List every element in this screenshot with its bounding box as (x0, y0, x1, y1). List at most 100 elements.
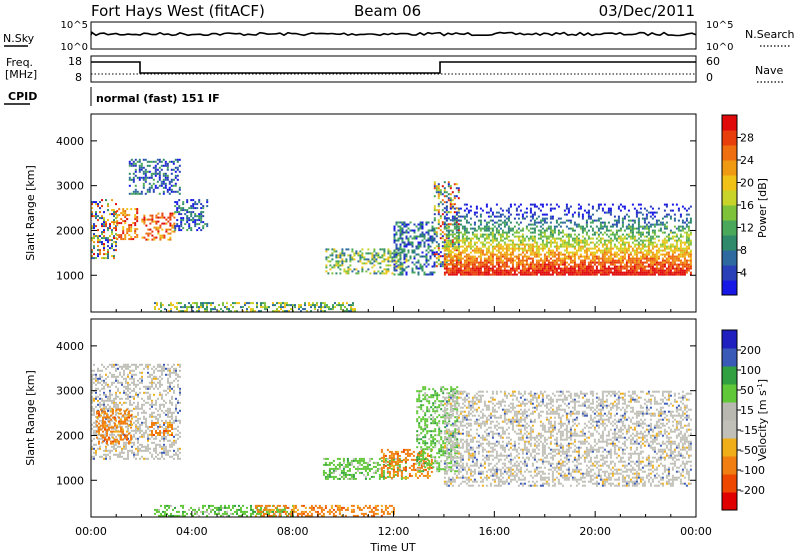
data-cell (139, 425, 141, 428)
data-cell (651, 265, 654, 268)
data-cell (415, 253, 418, 256)
data-cell (379, 262, 382, 265)
data-cell (673, 259, 676, 262)
data-cell (627, 273, 630, 276)
data-cell (549, 225, 552, 228)
data-cell (131, 451, 133, 454)
data-cell (115, 409, 117, 412)
data-cell (149, 222, 152, 225)
data-cell (495, 273, 498, 276)
data-cell (459, 215, 462, 218)
data-cell (477, 273, 480, 276)
data-cell (627, 233, 630, 236)
data-cell (180, 306, 182, 309)
data-cell (689, 263, 692, 266)
data-cell (457, 219, 460, 222)
data-cell (149, 381, 151, 384)
data-cell (617, 219, 620, 222)
data-cell (543, 213, 546, 216)
data-cell (645, 231, 648, 234)
data-cell (495, 203, 498, 206)
data-cell (455, 271, 458, 274)
data-cell (154, 302, 156, 305)
data-cell (113, 221, 115, 224)
data-cell (393, 235, 396, 238)
data-cell (115, 249, 117, 252)
data-cell (111, 431, 113, 434)
data-cell (609, 207, 612, 210)
data-cell (147, 387, 149, 390)
data-cell (184, 304, 186, 307)
data-cell (417, 245, 420, 248)
data-cell (149, 373, 151, 376)
data-cell (105, 225, 107, 228)
data-cell (497, 255, 500, 258)
data-cell (491, 259, 494, 262)
data-cell (308, 304, 310, 307)
data-cell (557, 247, 560, 250)
data-cell (119, 381, 121, 384)
data-cell (429, 239, 432, 242)
data-cell (503, 237, 506, 240)
data-cell (575, 243, 578, 246)
data-cell (687, 255, 690, 258)
data-cell (151, 401, 153, 404)
data-cell (551, 259, 554, 262)
data-cell (479, 213, 482, 216)
data-cell (601, 267, 604, 270)
data-cell (491, 211, 494, 214)
data-cell (161, 236, 164, 239)
data-cell (192, 310, 194, 313)
data-cell (573, 253, 576, 256)
data-cell (159, 216, 162, 219)
data-cell (103, 393, 105, 396)
data-cell (535, 243, 538, 246)
data-cell (499, 245, 502, 248)
data-cell (641, 243, 644, 246)
data-cell (645, 261, 648, 264)
data-cell (461, 257, 464, 260)
data-cell (521, 247, 524, 250)
data-cell (127, 453, 129, 456)
data-cell (138, 178, 141, 181)
data-cell (681, 255, 684, 258)
data-cell (437, 253, 440, 256)
data-cell (393, 253, 396, 256)
data-cell (561, 229, 564, 232)
data-cell (443, 225, 446, 228)
data-cell (352, 302, 354, 305)
data-cell (473, 211, 476, 214)
data-cell (439, 255, 442, 258)
data-cell (605, 225, 608, 228)
data-cell (535, 205, 538, 208)
data-cell (651, 267, 654, 270)
data-cell (543, 269, 546, 272)
data-cell (591, 237, 594, 240)
data-cell (517, 267, 520, 270)
data-cell (637, 219, 640, 222)
data-cell (523, 249, 526, 252)
data-cell (543, 273, 546, 276)
data-cell (155, 455, 157, 458)
data-cell (435, 233, 438, 236)
data-cell (152, 160, 155, 163)
data-cell (119, 453, 121, 456)
data-cell (91, 251, 93, 254)
data-cell (601, 271, 604, 274)
data-cell (166, 164, 169, 167)
data-cell (483, 263, 486, 266)
data-cell (625, 263, 628, 266)
data-cell (113, 381, 115, 384)
data-cell (465, 267, 468, 270)
data-cell (314, 308, 316, 311)
data-cell (541, 265, 544, 268)
data-cell (224, 306, 226, 309)
data-cell (101, 233, 103, 236)
data-cell (433, 181, 436, 184)
data-cell (111, 383, 113, 386)
data-cell (465, 213, 468, 216)
data-cell (339, 252, 342, 255)
data-cell (515, 255, 518, 258)
data-cell (437, 185, 440, 188)
data-cell (681, 221, 684, 224)
